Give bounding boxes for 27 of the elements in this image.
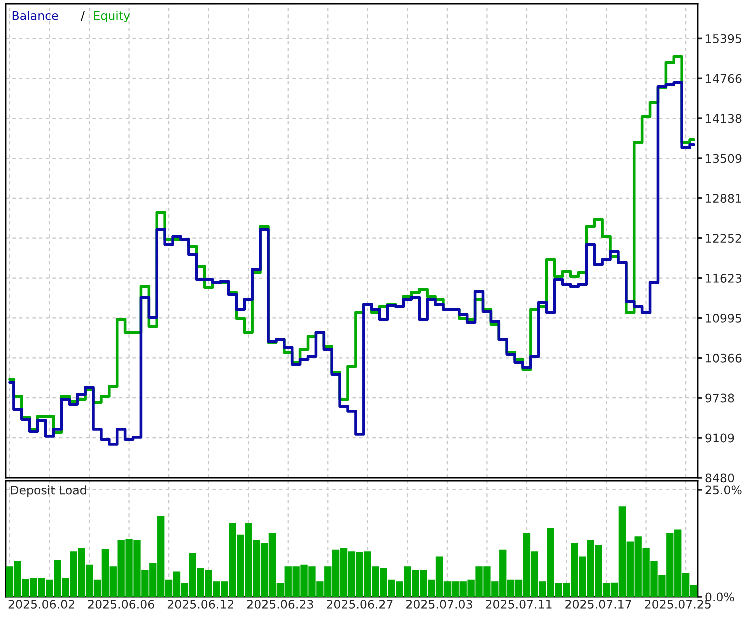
y-tick-label: 9109 (706, 434, 734, 443)
x-tick-label: 2025.07.11 (486, 600, 552, 609)
y-tick-label: 25.0% (706, 486, 742, 495)
text: Balance (12, 11, 58, 20)
x-tick-label: 2025.06.06 (88, 600, 154, 609)
x-tick-label: 2025.06.23 (247, 600, 314, 609)
y-tick-label: 12881 (706, 194, 742, 204)
annotation: / (80, 11, 85, 22)
y-tick-label: 8480 (706, 474, 734, 483)
x-tick-label: 2025.06.27 (327, 600, 393, 609)
y-tick-label: 12252 (706, 234, 742, 244)
y-tick-label: 14138 (706, 114, 742, 124)
chart-title: Deposit Load (11, 486, 86, 498)
y-tick-label: 11623 (706, 274, 742, 283)
y-tick-label: 10995 (706, 314, 742, 323)
x-tick-label: 2025.06.12 (168, 600, 234, 609)
y-tick-label: 14766 (706, 74, 742, 84)
y-tick-label: 15395 (706, 34, 742, 44)
x-tick-label: 2025.07.03 (406, 600, 472, 609)
y-tick-label: 13509 (706, 154, 742, 164)
x-tick-label: 2025.07.25 (645, 600, 711, 609)
y-tick-label: 10366 (706, 354, 742, 363)
text: Equity (94, 11, 130, 23)
x-tick-label: 2025.07.17 (566, 600, 632, 609)
x-tick-label: 2025.06.02 (8, 600, 74, 609)
y-tick-label: 0.0% (706, 592, 734, 602)
y-tick-label: 9738 (706, 394, 734, 403)
